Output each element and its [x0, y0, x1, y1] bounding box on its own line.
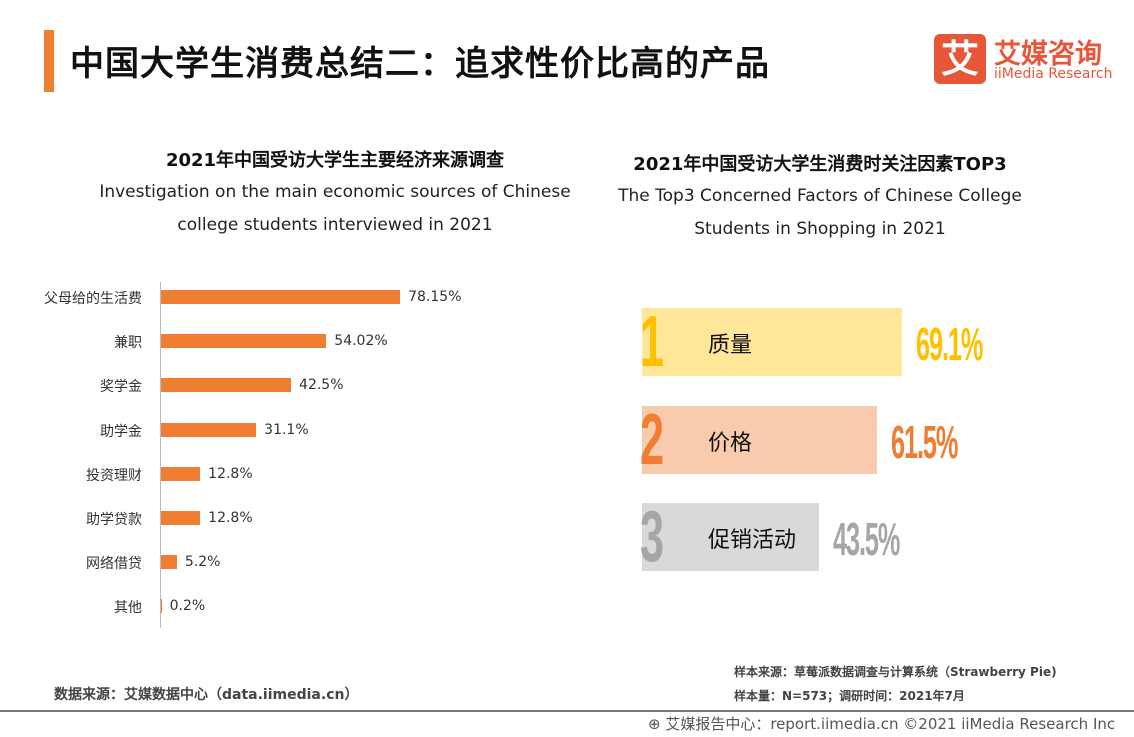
globe-icon: ⊕	[648, 715, 666, 733]
data-label: 42.5%	[299, 377, 344, 394]
left-chart-subtitle: Investigation on the main economic sourc…	[60, 176, 610, 242]
y-axis-line	[160, 282, 161, 628]
sample-source: 样本来源：草莓派数据调查与计算系统（Strawberry Pie)	[734, 665, 1057, 679]
factor-label: 促销活动	[708, 528, 797, 553]
rank-number: 1	[640, 302, 665, 382]
data-source: 数据来源：艾媒数据中心（data.iimedia.cn）	[54, 687, 359, 703]
data-label: 0.2%	[169, 598, 206, 615]
copyright-text: 艾媒报告中心：report.iimedia.cn ©2021 iiMedia R…	[665, 715, 1116, 733]
factor-label: 价格	[708, 430, 753, 456]
category-label: 奖学金	[100, 379, 142, 396]
bar	[161, 555, 177, 570]
subtitle-line: Investigation on the main economic sourc…	[99, 182, 571, 202]
bar	[161, 378, 292, 393]
category-label: 助学金	[100, 423, 142, 440]
rank-number: 3	[640, 497, 665, 577]
rank-number: 2	[640, 399, 665, 480]
bar	[161, 466, 201, 481]
logo-mark: 艾	[934, 34, 986, 84]
category-label: 兼职	[114, 335, 142, 352]
category-label: 投资理财	[86, 467, 142, 484]
data-label: 54.02%	[334, 333, 388, 350]
bar	[161, 290, 401, 304]
right-chart-subtitle: The Top3 Concerned Factors of Chinese Co…	[560, 180, 1080, 246]
rank-bar	[642, 405, 878, 474]
factor-label: 质量	[708, 333, 753, 358]
sample-size: 样本量：N=573；调研时间：2021年7月	[734, 689, 965, 703]
category-label: 父母给的生活费	[44, 291, 142, 307]
left-chart-title: 2021年中国受访大学生主要经济来源调查	[165, 150, 505, 171]
page-title: 中国大学生消费总结二：追求性价比高的产品	[70, 44, 770, 84]
rank-bar	[642, 503, 819, 571]
bar	[161, 511, 201, 525]
bar	[161, 599, 162, 614]
subtitle-line: college students interviewed in 2021	[177, 215, 493, 235]
data-label: 12.8%	[208, 510, 253, 526]
footer-divider	[0, 710, 1134, 712]
value-label: 43.5%	[832, 513, 900, 565]
data-label: 78.15%	[408, 289, 462, 305]
bar	[161, 422, 257, 437]
copyright: ⊕ 艾媒报告中心：report.iimedia.cn ©2021 iiMedia…	[648, 713, 1115, 734]
logo-cn: 艾媒咨询	[994, 39, 1102, 70]
subtitle-line: The Top3 Concerned Factors of Chinese Co…	[618, 186, 1022, 206]
title-accent	[44, 30, 54, 92]
logo-en: iiMedia Research	[994, 66, 1113, 82]
category-label: 其他	[114, 600, 142, 617]
data-label: 12.8%	[208, 465, 253, 482]
right-chart-title: 2021年中国受访大学生消费时关注因素TOP3	[633, 154, 1007, 175]
data-label: 5.2%	[184, 554, 221, 571]
category-label: 助学贷款	[86, 512, 142, 528]
subtitle-line: Students in Shopping in 2021	[694, 219, 946, 239]
category-label: 网络借贷	[86, 556, 142, 573]
rank-bar	[642, 308, 902, 376]
value-label: 69.1%	[915, 318, 983, 370]
bar	[161, 334, 327, 349]
data-label: 31.1%	[264, 421, 309, 438]
value-label: 61.5%	[891, 415, 958, 468]
